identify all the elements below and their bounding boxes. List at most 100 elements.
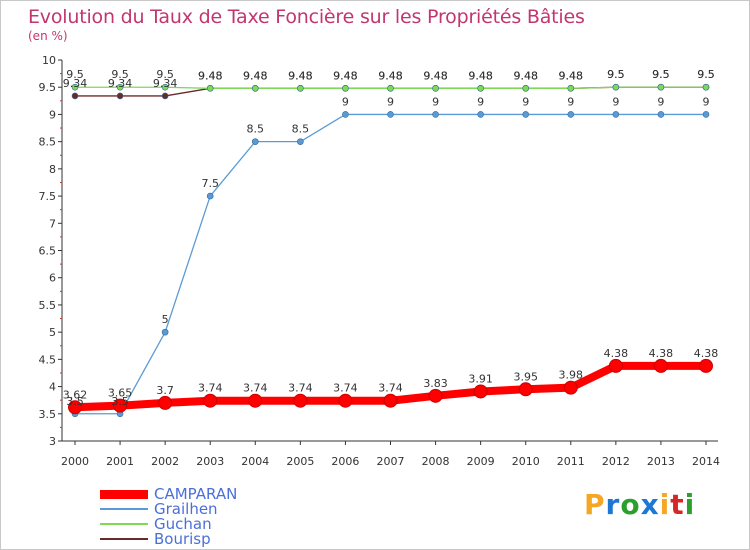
y-tick-label: 6.5 [39, 245, 57, 258]
data-point-guchan [702, 83, 710, 91]
data-label-camparan: 3.62 [63, 388, 88, 401]
data-point-camparan [248, 393, 263, 408]
x-tick-label: 2005 [286, 455, 314, 468]
data-label-guchan: 9.5 [66, 68, 84, 81]
data-point-guchan [161, 83, 169, 91]
data-label-grailhen: 9 [342, 95, 349, 108]
data-label-guchan: 9.48 [333, 69, 358, 82]
legend-label-bourisp: Bourisp [154, 530, 211, 548]
data-label-grailhen: 9 [477, 95, 484, 108]
data-point-guchan [477, 85, 484, 92]
legend: CAMPARAN Grailhen Guchan Bourisp [100, 486, 360, 548]
data-label-camparan: 3.95 [513, 370, 538, 383]
legend-swatch-camparan [100, 489, 148, 499]
data-label-camparan: 3.74 [243, 382, 268, 395]
data-label-grailhen: 3.5 [66, 395, 84, 408]
data-label-grailhen: 8.5 [247, 123, 265, 136]
data-point-guchan [297, 85, 304, 92]
logo-letter: t [670, 488, 685, 521]
data-label-guchan: 9.48 [243, 69, 268, 82]
x-tick-label: 2001 [106, 455, 134, 468]
data-label-grailhen: 9 [657, 95, 664, 108]
x-tick-label: 2006 [331, 455, 359, 468]
data-point-grailhen [297, 138, 304, 145]
data-point-grailhen [567, 111, 575, 118]
y-tick-label: 8.5 [39, 136, 57, 149]
data-label-camparan: 3.83 [423, 377, 448, 390]
data-label-bourisp: 9.48 [333, 69, 358, 82]
data-point-grailhen [161, 328, 169, 336]
x-tick-label: 2004 [241, 455, 269, 468]
data-label-guchan: 9.5 [697, 68, 715, 81]
data-label-bourisp: 9.48 [423, 69, 448, 82]
data-label-grailhen: 9 [703, 95, 710, 108]
y-tick-label: 6 [49, 272, 56, 285]
data-point-camparan [428, 388, 443, 403]
y-tick-label: 5.5 [39, 299, 57, 312]
logo-letter: i [659, 488, 671, 521]
data-label-bourisp: 9.5 [697, 68, 715, 81]
legend-item-bourisp[interactable]: Bourisp [100, 531, 211, 547]
legend-label-camparan: CAMPARAN [154, 485, 238, 503]
y-tick-label: 3 [49, 435, 56, 448]
data-point-guchan [612, 83, 620, 91]
y-tick-label: 7 [49, 217, 56, 230]
logo-letter: P [584, 488, 606, 521]
data-label-guchan: 9.48 [423, 69, 448, 82]
data-label-bourisp: 9.34 [153, 77, 178, 90]
data-point-guchan [71, 83, 79, 91]
data-label-grailhen: 9 [567, 95, 574, 108]
proxiti-logo: Proxiti [584, 488, 695, 521]
data-point-camparan [699, 358, 713, 373]
data-label-bourisp: 9.34 [63, 77, 88, 90]
data-label-bourisp: 9.48 [243, 69, 268, 82]
data-point-camparan [158, 395, 173, 410]
data-label-grailhen: 5 [162, 313, 169, 326]
data-point-grailhen [522, 111, 530, 118]
data-point-guchan [387, 85, 394, 92]
data-label-bourisp: 9.34 [108, 77, 133, 90]
data-label-bourisp: 9.48 [559, 69, 584, 82]
data-point-bourisp [71, 92, 79, 100]
data-label-bourisp: 9.48 [468, 69, 493, 82]
data-point-grailhen [612, 111, 620, 118]
legend-label-grailhen: Grailhen [154, 500, 218, 518]
data-point-grailhen [206, 192, 214, 200]
y-tick-label: 5 [49, 326, 56, 339]
data-point-grailhen [477, 111, 484, 118]
legend-swatch-grailhen [100, 508, 148, 510]
data-label-guchan: 9.5 [111, 68, 129, 81]
data-label-bourisp: 9.48 [513, 69, 538, 82]
y-tick-label: 8 [49, 163, 56, 176]
data-point-guchan [657, 83, 665, 91]
data-point-bourisp [161, 92, 169, 100]
data-point-camparan [563, 380, 578, 395]
data-label-grailhen: 3.5 [111, 395, 129, 408]
data-label-bourisp: 9.5 [607, 68, 625, 81]
data-point-grailhen [251, 138, 259, 145]
data-point-camparan [113, 398, 128, 413]
chart-title: Evolution du Taux de Taxe Foncière sur l… [28, 6, 585, 28]
x-tick-label: 2003 [196, 455, 224, 468]
x-tick-label: 2010 [512, 455, 540, 468]
data-point-grailhen [702, 111, 710, 118]
x-tick-label: 2007 [377, 455, 405, 468]
chart-subtitle: (en %) [28, 29, 68, 43]
data-label-grailhen: 9 [432, 95, 439, 108]
legend-item-camparan[interactable]: CAMPARAN [100, 486, 237, 502]
legend-swatch-bourisp [100, 538, 148, 540]
data-point-grailhen [342, 111, 349, 118]
data-label-bourisp: 9.48 [288, 69, 313, 82]
legend-item-guchan[interactable]: Guchan [100, 516, 212, 532]
data-label-guchan: 9.48 [288, 69, 313, 82]
data-point-grailhen [387, 111, 394, 118]
data-point-camparan [383, 393, 398, 408]
data-point-guchan [251, 85, 259, 92]
y-tick-label: 3.5 [39, 408, 57, 421]
data-point-bourisp [116, 92, 124, 100]
x-tick-label: 2014 [692, 455, 720, 468]
data-point-camparan [338, 393, 353, 408]
legend-item-grailhen[interactable]: Grailhen [100, 501, 218, 517]
data-label-camparan: 4.38 [604, 347, 629, 360]
x-tick-label: 2002 [151, 455, 179, 468]
